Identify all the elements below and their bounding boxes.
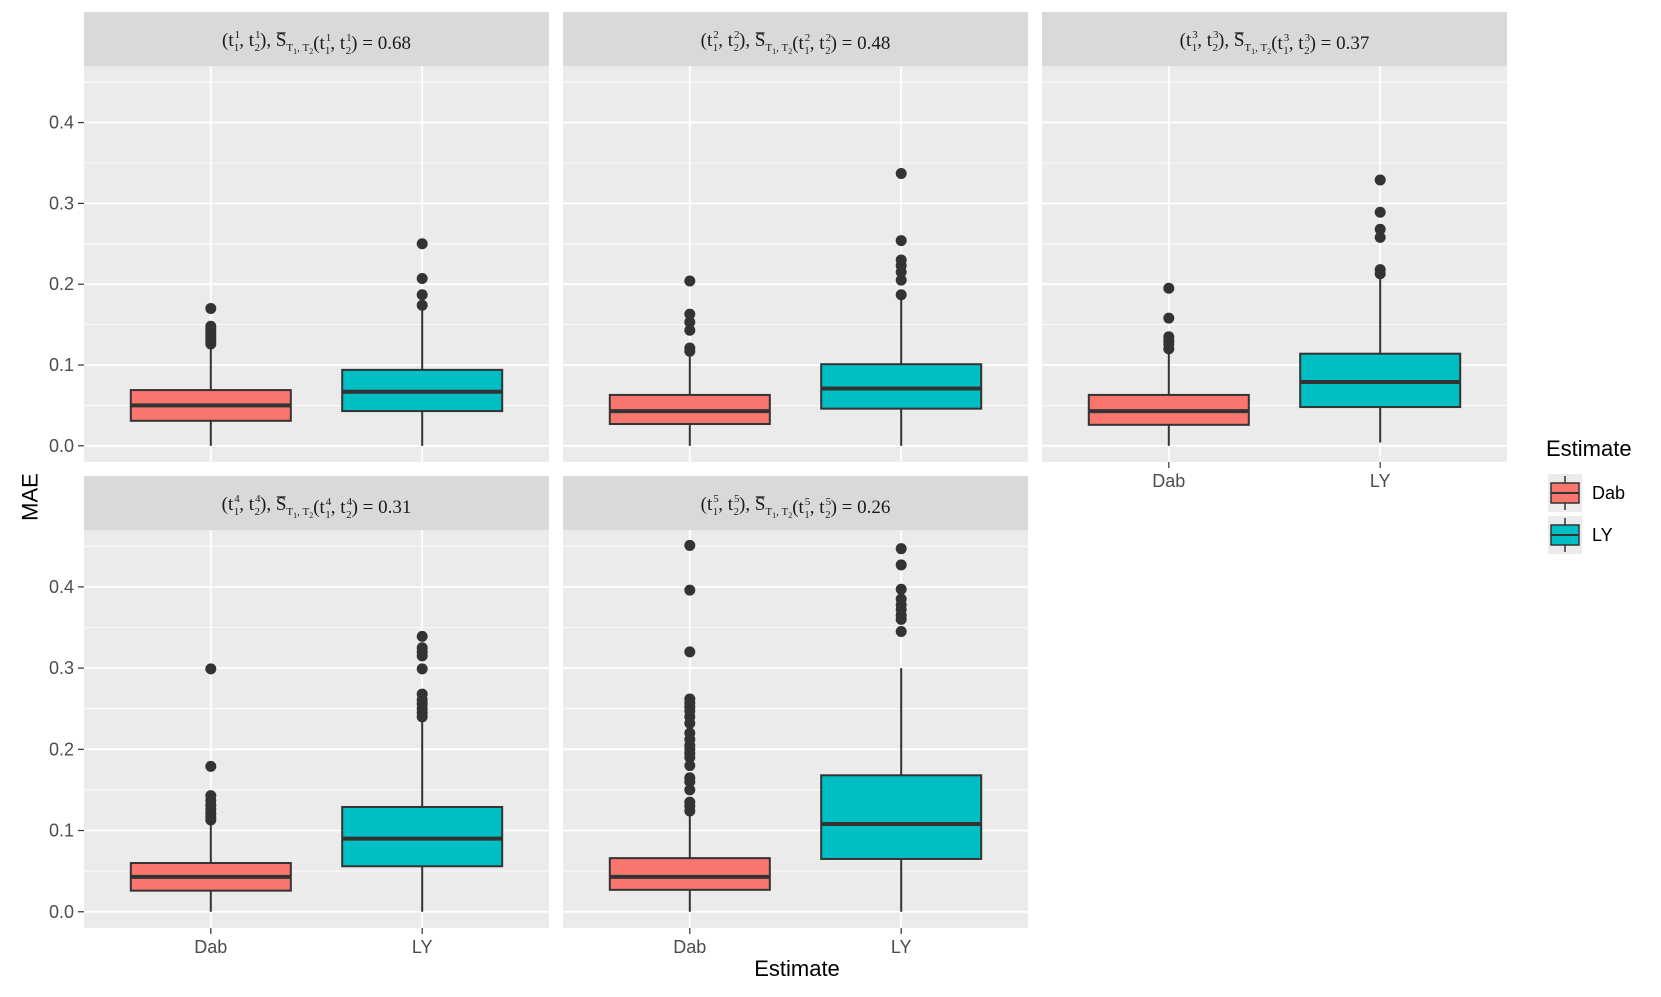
y-tick-label: 0.0 [49, 902, 74, 922]
outlier-point [684, 796, 696, 808]
outlier-point [895, 626, 907, 638]
outlier-point [684, 342, 696, 354]
panel-strip-label: (t3 1, t3 2), ST1, T2(t3 1, t3 2) = 0.37 [1180, 29, 1370, 57]
outlier-point [416, 663, 428, 675]
outlier-point [1163, 282, 1175, 294]
outlier-point [684, 308, 696, 320]
outlier-point [895, 559, 907, 571]
outlier-point [1374, 206, 1386, 218]
panel-strip [84, 476, 549, 530]
outlier-point [684, 727, 696, 739]
outlier-point [1163, 312, 1175, 324]
panel-strip-label: (t5 1, t5 2), ST1, T2(t5 1, t5 2) = 0.26 [701, 493, 891, 521]
outlier-point [684, 584, 696, 596]
y-tick-label: 0.1 [49, 821, 74, 841]
outlier-point [416, 289, 428, 301]
y-tick-label: 0.1 [49, 355, 74, 375]
y-tick-label: 0.2 [49, 274, 74, 294]
y-tick-label: 0.4 [49, 577, 74, 597]
outlier-point [684, 784, 696, 796]
outlier-point [684, 760, 696, 772]
outlier-point [1374, 231, 1386, 243]
x-tick-label: Dab [1152, 471, 1185, 491]
y-tick-label: 0.4 [49, 113, 74, 133]
outlier-point [895, 583, 907, 595]
panel-strip-label: (t4 1, t4 2), ST1, T2(t4 1, t4 2) = 0.31 [222, 493, 412, 521]
outlier-point [895, 254, 907, 266]
outlier-point [895, 543, 907, 555]
facet-panel: (t2 1, t2 2), ST1, T2(t2 1, t2 2) = 0.48 [563, 12, 1028, 462]
y-tick-label: 0.0 [49, 436, 74, 456]
facet-panel: (t1 1, t1 2), ST1, T2(t1 1, t1 2) = 0.68 0.0 0… [49, 12, 549, 462]
outlier-point [1374, 223, 1386, 235]
x-tick-label: LY [891, 937, 912, 957]
facet-panels: (t1 1, t1 2), ST1, T2(t1 1, t1 2) = 0.68 0.0 0… [49, 12, 1507, 957]
outlier-point [684, 316, 696, 328]
outlier-point [684, 324, 696, 336]
legend-label: Dab [1592, 483, 1625, 503]
outlier-point [895, 593, 907, 605]
x-tick-label: Dab [194, 937, 227, 957]
x-tick-label: LY [1370, 471, 1391, 491]
outlier-point [895, 167, 907, 179]
outlier-point [684, 693, 696, 705]
panel-strip-label: (t1 1, t1 2), ST1, T2(t1 1, t1 2) = 0.68 [222, 29, 411, 57]
box-ly [820, 774, 983, 860]
panel-strip [563, 476, 1028, 530]
outlier-point [684, 275, 696, 287]
legend-label: LY [1592, 525, 1613, 545]
outlier-point [1163, 331, 1175, 343]
box-ly [341, 805, 504, 868]
outlier-point [416, 238, 428, 250]
panel-strip-label: (t2 1, t2 2), ST1, T2(t2 1, t2 2) = 0.48 [701, 29, 891, 57]
facet-panel: (t3 1, t3 2), ST1, T2(t3 1, t3 2) = 0.37 Dab L… [1042, 12, 1507, 491]
outlier-point [205, 302, 217, 314]
outlier-point [895, 235, 907, 247]
facet-panel: (t4 1, t4 2), ST1, T2(t4 1, t4 2) = 0.31 0.0 0… [49, 476, 549, 957]
legend-title: Estimate [1546, 436, 1632, 461]
outlier-point [205, 760, 217, 772]
panel-strip [563, 12, 1028, 66]
outlier-point [205, 663, 217, 675]
outlier-point [416, 299, 428, 311]
x-tick-label: Dab [673, 937, 706, 957]
outlier-point [416, 630, 428, 642]
box-dab [608, 857, 771, 891]
x-tick-label: LY [412, 937, 433, 957]
outlier-point [895, 289, 907, 301]
panel-strip [84, 12, 549, 66]
x-axis-title: Estimate [754, 956, 840, 981]
box-ly [820, 363, 983, 410]
y-tick-label: 0.3 [49, 193, 74, 213]
y-tick-label: 0.2 [49, 739, 74, 759]
outlier-point [684, 646, 696, 658]
outlier-point [895, 274, 907, 286]
legend: Estimate Dab LY [1546, 436, 1632, 554]
facet-panel: (t5 1, t5 2), ST1, T2(t5 1, t5 2) = 0.26 Dab L… [563, 476, 1028, 957]
y-axis-title: MAE [18, 473, 43, 521]
outlier-point [684, 539, 696, 551]
outlier-point [684, 772, 696, 784]
panel-strip [1042, 12, 1507, 66]
outlier-point [416, 273, 428, 285]
y-tick-label: 0.3 [49, 658, 74, 678]
outlier-point [416, 642, 428, 654]
outlier-point [1374, 264, 1386, 276]
outlier-point [205, 790, 217, 802]
outlier-point [1374, 174, 1386, 186]
outlier-point [416, 688, 428, 700]
outlier-point [205, 320, 217, 332]
